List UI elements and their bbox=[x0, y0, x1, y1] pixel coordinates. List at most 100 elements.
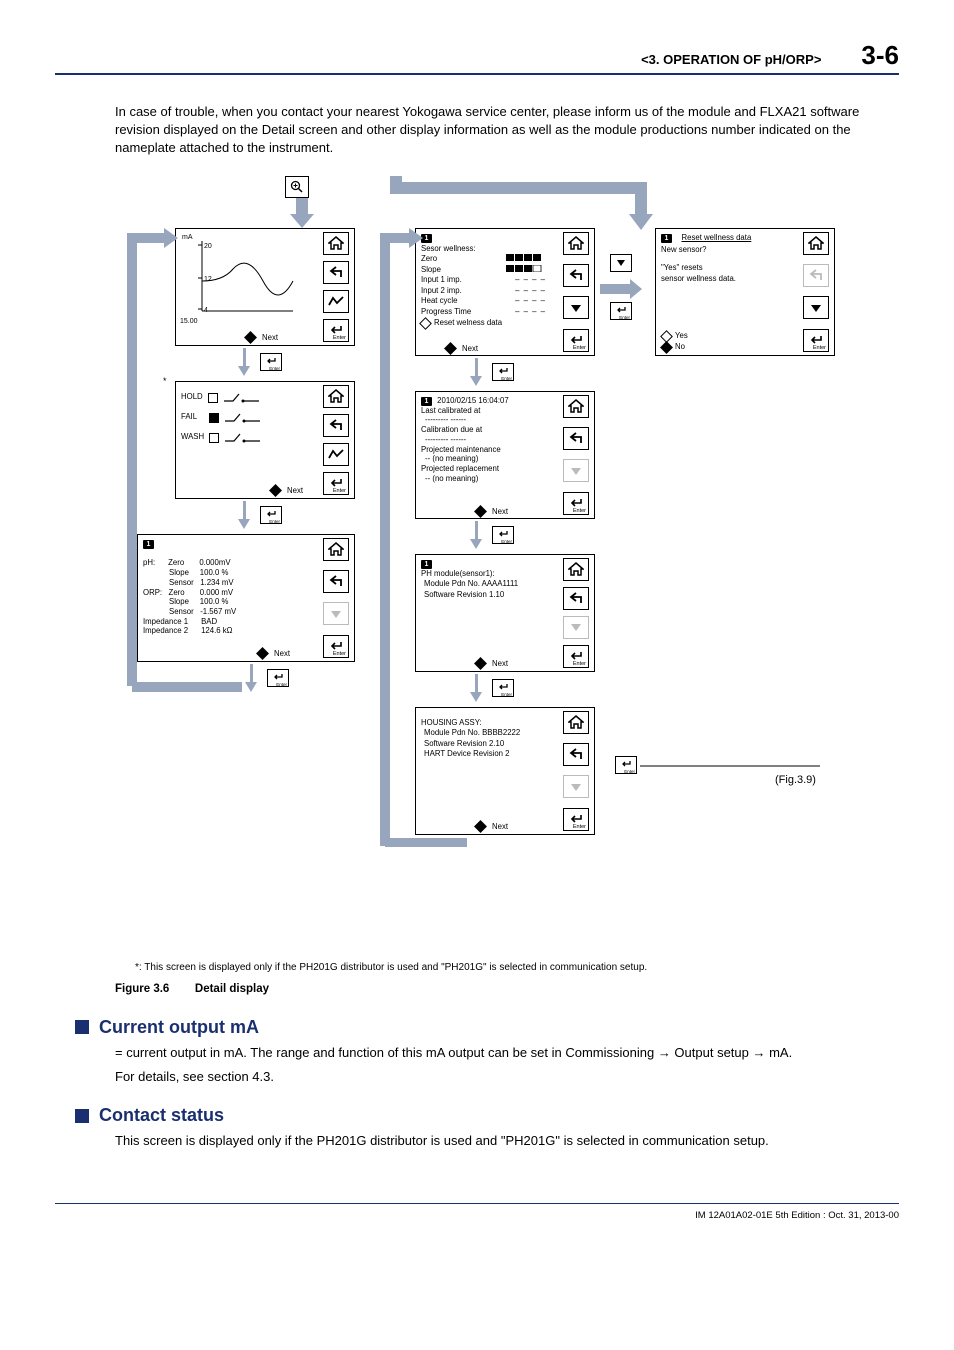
enter-button[interactable]: Enter bbox=[323, 319, 349, 342]
down-button[interactable] bbox=[563, 296, 589, 319]
enter-icon: Enter bbox=[267, 669, 289, 687]
yes-label: Yes bbox=[675, 331, 688, 340]
flow-return-left bbox=[120, 228, 180, 698]
section-heading: Current output mA bbox=[75, 1017, 899, 1038]
down-button[interactable] bbox=[323, 602, 349, 625]
page-number: 3-6 bbox=[861, 40, 899, 71]
section-heading: Contact status bbox=[75, 1105, 899, 1126]
enter-icon: Enter bbox=[492, 526, 514, 544]
home-button[interactable] bbox=[323, 538, 349, 561]
home-button[interactable] bbox=[803, 232, 829, 255]
down-button[interactable] bbox=[563, 616, 589, 639]
page-header: <3. OPERATION OF pH/ORP> 3-6 bbox=[55, 40, 899, 75]
down-icon bbox=[610, 254, 632, 272]
button-stack: Enter bbox=[323, 385, 351, 495]
flow-return-mid bbox=[375, 228, 425, 858]
home-button[interactable] bbox=[563, 711, 589, 734]
enter-button[interactable]: Enter bbox=[563, 645, 589, 668]
back-button[interactable] bbox=[563, 264, 589, 287]
figure-caption: Figure 3.6 Detail display bbox=[115, 983, 899, 995]
flow-arrow bbox=[238, 348, 250, 376]
back-button[interactable] bbox=[323, 570, 349, 593]
enter-icon: Enter bbox=[610, 302, 632, 320]
row-label: WASH bbox=[181, 432, 204, 443]
row: Input 1 imp. bbox=[421, 275, 462, 286]
intro-paragraph: In case of trouble, when you contact you… bbox=[115, 103, 875, 158]
panel-housing-assy: HOUSING ASSY: Module Pdn No. BBBB2222 So… bbox=[415, 707, 595, 835]
row: Progress Time bbox=[421, 307, 471, 318]
sensor-badge: 1 bbox=[661, 234, 672, 243]
flow-arrow bbox=[600, 279, 642, 299]
footnote: *: This screen is displayed only if the … bbox=[135, 962, 899, 973]
row-label: HOLD bbox=[181, 392, 203, 403]
bullet-icon bbox=[75, 1109, 89, 1123]
back-button[interactable] bbox=[563, 743, 589, 766]
enter-button[interactable]: Enter bbox=[323, 472, 349, 495]
button-stack: Enter bbox=[323, 232, 351, 342]
bullet-icon bbox=[75, 1020, 89, 1034]
back-button[interactable] bbox=[323, 261, 349, 284]
paragraph: For details, see section 4.3. bbox=[115, 1068, 875, 1087]
svg-text:12: 12 bbox=[204, 276, 212, 283]
row: Heat cycle bbox=[421, 296, 457, 307]
reset-option: Reset welness data bbox=[434, 318, 502, 327]
next-label: Next bbox=[287, 486, 303, 495]
footer-text: IM 12A01A02-01E 5th Edition : Oct. 31, 2… bbox=[0, 1204, 954, 1241]
flow-arrow bbox=[470, 521, 482, 549]
button-stack: Enter bbox=[563, 232, 591, 352]
enter-button[interactable]: Enter bbox=[323, 635, 349, 658]
section-body: = current output in mA. The range and fu… bbox=[115, 1044, 875, 1088]
button-stack: Enter bbox=[803, 232, 831, 352]
button-stack: Enter bbox=[323, 538, 351, 658]
next-label: Next bbox=[492, 659, 508, 668]
heading-text: Contact status bbox=[99, 1105, 224, 1126]
chapter-label: <3. OPERATION OF pH/ORP> bbox=[641, 52, 821, 67]
panel-calibration: 1 2010/02/15 16:04:07 Last calibrated at… bbox=[415, 391, 595, 519]
next-label: Next bbox=[492, 822, 508, 831]
heading-text: Current output mA bbox=[99, 1017, 259, 1038]
trend-button[interactable] bbox=[323, 290, 349, 313]
figure-reference: (Fig.3.9) bbox=[775, 774, 816, 786]
enter-button[interactable]: Enter bbox=[563, 808, 589, 831]
paragraph: = current output in mA. The range and fu… bbox=[115, 1044, 875, 1063]
panel-sensor-wellness: 1 Sesor wellness: Zero Slope Input 1 imp… bbox=[415, 228, 595, 356]
no-label: No bbox=[675, 342, 685, 351]
flow-arrow bbox=[238, 501, 250, 529]
next-label: Next bbox=[262, 333, 278, 342]
button-stack: Enter bbox=[563, 711, 591, 831]
back-button[interactable] bbox=[803, 264, 829, 287]
figure-number: Figure 3.6 bbox=[115, 983, 169, 995]
home-button[interactable] bbox=[563, 558, 589, 581]
enter-button[interactable]: Enter bbox=[563, 492, 589, 515]
next-label: Next bbox=[274, 649, 290, 658]
timestamp: 2010/02/15 16:04:07 bbox=[437, 396, 509, 405]
ma-chart: mA 20 12 4 15.00 bbox=[178, 231, 298, 326]
home-button[interactable] bbox=[563, 232, 589, 255]
row-label: FAIL bbox=[181, 412, 197, 423]
next-label: Next bbox=[492, 507, 508, 516]
home-button[interactable] bbox=[323, 385, 349, 408]
enter-button[interactable]: Enter bbox=[803, 329, 829, 352]
back-button[interactable] bbox=[323, 414, 349, 437]
back-button[interactable] bbox=[563, 587, 589, 610]
panel-ph-module: 1 PH module(sensor1): Module Pdn No. AAA… bbox=[415, 554, 595, 672]
back-button[interactable] bbox=[563, 427, 589, 450]
enter-icon: Enter bbox=[260, 353, 282, 371]
trend-button[interactable] bbox=[323, 443, 349, 466]
panel-title: Reset wellness data bbox=[682, 233, 752, 242]
enter-button[interactable]: Enter bbox=[563, 329, 589, 352]
flow-arrow bbox=[470, 358, 482, 386]
panel-contact-status: HOLD FAIL WASH Next Enter bbox=[175, 381, 355, 499]
flow-arrow bbox=[470, 674, 482, 702]
down-button[interactable] bbox=[563, 775, 589, 798]
home-button[interactable] bbox=[323, 232, 349, 255]
detail-display-diagram: mA 20 12 4 15.00 Next Enter Enter * HOLD bbox=[115, 176, 915, 956]
button-stack: Enter bbox=[563, 558, 591, 668]
enter-icon: Enter bbox=[492, 679, 514, 697]
down-button[interactable] bbox=[563, 459, 589, 482]
svg-text:15.00: 15.00 bbox=[180, 318, 198, 325]
enter-icon: Enter bbox=[492, 363, 514, 381]
home-button[interactable] bbox=[563, 395, 589, 418]
section-body: This screen is displayed only if the PH2… bbox=[115, 1132, 875, 1151]
down-button[interactable] bbox=[803, 296, 829, 319]
